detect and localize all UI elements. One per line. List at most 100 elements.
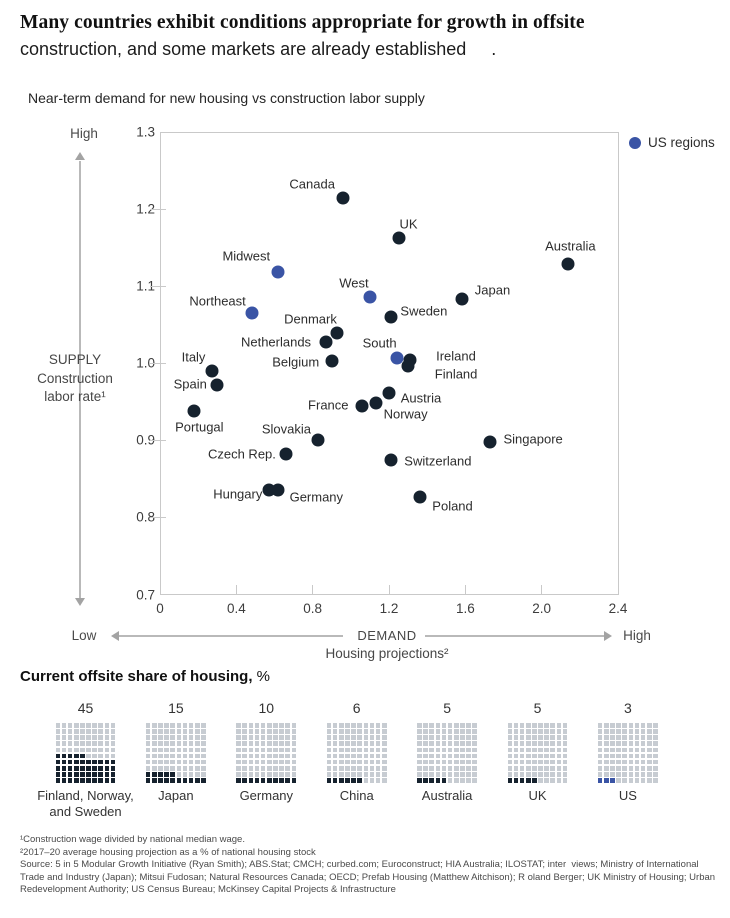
waffle-cell xyxy=(519,765,525,771)
waffle-cell xyxy=(466,753,471,759)
waffle-cell xyxy=(182,772,188,777)
waffle-cell xyxy=(351,778,356,783)
waffle-cell xyxy=(363,723,369,728)
waffle-cell xyxy=(472,778,477,783)
waffle-cell xyxy=(423,747,428,753)
waffle-cell xyxy=(351,765,356,771)
waffle-cell xyxy=(435,729,441,734)
waffle-cell xyxy=(145,753,151,759)
waffle-cell xyxy=(260,729,266,734)
waffle-cell xyxy=(532,741,537,747)
waffle-cell xyxy=(104,729,110,734)
waffle-cell xyxy=(248,735,254,740)
waffle-cell xyxy=(513,735,519,740)
waffle-cell xyxy=(369,765,375,771)
waffle-label: Finland, Norway, and Sweden xyxy=(37,788,134,819)
y-axis-down-arrow-icon xyxy=(75,598,85,606)
waffle-cell xyxy=(466,759,471,765)
waffle-cell xyxy=(145,729,151,734)
scatter-dot-midwest xyxy=(271,265,285,279)
waffle-cell xyxy=(538,741,543,747)
waffle-cell xyxy=(525,741,531,747)
y-tick-label: 1.2 xyxy=(136,201,155,217)
waffle-cell xyxy=(236,765,241,771)
x-tick-label: 2.4 xyxy=(608,601,628,616)
waffle-cell xyxy=(604,723,609,728)
waffle-cell xyxy=(610,747,615,753)
waffle-cell xyxy=(634,723,640,728)
waffle-cell xyxy=(351,747,356,753)
waffle-cell xyxy=(472,759,477,765)
waffle-cell xyxy=(628,765,634,771)
waffle-cell xyxy=(98,723,104,728)
waffle-cell xyxy=(55,729,61,734)
waffle-cell xyxy=(647,759,652,765)
waffle-cell xyxy=(513,729,519,734)
waffle-cell xyxy=(176,778,182,783)
waffle-cell xyxy=(513,747,519,753)
waffle-cell xyxy=(92,729,97,734)
waffle-cell xyxy=(519,778,525,783)
waffle-cell xyxy=(55,759,61,765)
waffle-cell xyxy=(647,729,652,734)
waffle-cell xyxy=(435,735,441,740)
waffle-cell xyxy=(525,747,531,753)
waffle-cell xyxy=(423,729,428,734)
waffle-cell xyxy=(188,729,194,734)
waffle-cell xyxy=(61,723,67,728)
waffle-cell xyxy=(628,772,634,777)
waffle-cell xyxy=(653,735,658,740)
waffle-cell xyxy=(550,765,556,771)
waffle-cell xyxy=(195,753,200,759)
scatter-dot-spain xyxy=(210,378,224,392)
waffle-cell xyxy=(441,729,447,734)
waffle-cell xyxy=(55,778,61,783)
footnote-2: ²2017–20 average housing projection as a… xyxy=(20,846,316,858)
waffle-cell xyxy=(417,729,422,734)
waffle-cell xyxy=(519,772,525,777)
waffle-cell xyxy=(556,765,562,771)
x-axis-title: DEMAND xyxy=(357,628,417,643)
waffle-cell xyxy=(369,747,375,753)
waffle-cell xyxy=(236,772,241,777)
waffle-cell xyxy=(381,778,387,783)
waffle-cell xyxy=(236,747,241,753)
waffle-cell xyxy=(616,759,621,765)
waffle-cell xyxy=(73,723,79,728)
waffle-cell xyxy=(556,747,562,753)
waffle-cell xyxy=(176,729,182,734)
waffle-cell xyxy=(332,747,338,753)
waffle-cell xyxy=(55,741,61,747)
waffle-cell xyxy=(604,741,609,747)
waffle-cell xyxy=(201,765,206,771)
waffle-cell xyxy=(188,735,194,740)
waffle-cell xyxy=(86,765,91,771)
waffle-label: UK xyxy=(528,788,547,803)
x-tick-label: 0 xyxy=(156,601,164,616)
waffle-cell xyxy=(273,747,278,753)
waffle-cell xyxy=(61,735,67,740)
x-axis-right-arrow-icon xyxy=(604,631,612,641)
waffle-cell xyxy=(538,729,543,734)
waffle-cell xyxy=(628,741,634,747)
waffle-cell xyxy=(61,729,67,734)
waffle-cell xyxy=(201,747,206,753)
waffle-cell xyxy=(248,729,254,734)
waffle-cell xyxy=(86,741,91,747)
scatter-label-czech-rep-: Czech Rep. xyxy=(207,446,276,462)
waffle-cell xyxy=(188,723,194,728)
y-axis-high-label: High xyxy=(70,126,98,141)
waffle-cell xyxy=(417,747,422,753)
waffle-cell xyxy=(273,772,278,777)
waffle-cell xyxy=(610,765,615,771)
waffle-cell xyxy=(507,759,513,765)
waffle-cell xyxy=(453,723,459,728)
waffle-cell xyxy=(182,759,188,765)
waffle-cell xyxy=(538,759,543,765)
waffle-cell xyxy=(381,747,387,753)
waffle-cell xyxy=(291,772,297,777)
waffle-value: 5 xyxy=(533,700,542,716)
waffle-cell xyxy=(291,778,297,783)
page-title-line2: construction, and some markets are alrea… xyxy=(20,39,497,59)
waffle-cell xyxy=(562,753,568,759)
